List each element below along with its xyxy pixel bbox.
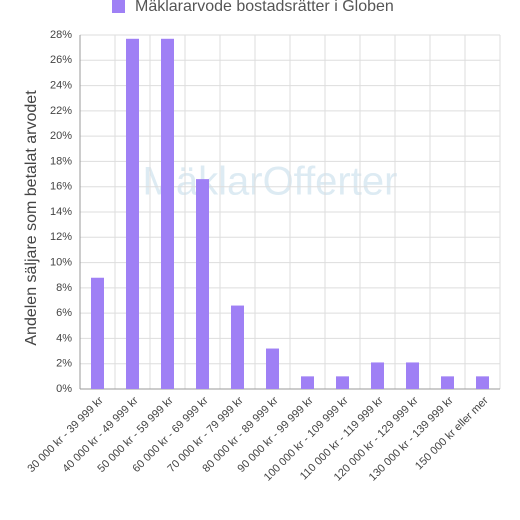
- y-axis-label: Andelen säljare som betalat arvodet: [23, 90, 40, 346]
- bar: [336, 376, 349, 389]
- bar: [231, 305, 244, 389]
- y-tick-label: 18%: [50, 155, 72, 167]
- y-tick-label: 28%: [50, 29, 72, 41]
- bar: [301, 376, 314, 389]
- y-tick-label: 8%: [56, 282, 72, 294]
- bar: [161, 38, 174, 390]
- bar: [91, 277, 104, 389]
- y-tick-label: 16%: [50, 181, 72, 193]
- y-tick-label: 20%: [50, 130, 72, 142]
- bar: [371, 362, 384, 389]
- y-tick-label: 0%: [56, 383, 72, 395]
- y-tick-label: 22%: [50, 105, 72, 117]
- bar: [406, 362, 419, 389]
- bar: [126, 38, 139, 390]
- bar: [441, 376, 454, 389]
- legend-label: Mäklararvode bostadsrätter i Globen: [135, 0, 394, 15]
- bar: [476, 376, 489, 389]
- legend-swatch: [112, 0, 125, 13]
- y-tick-label: 4%: [56, 332, 72, 344]
- bar: [266, 348, 279, 389]
- watermark: MäklarOfferter: [143, 160, 398, 204]
- y-tick-label: 12%: [50, 231, 72, 243]
- y-tick-label: 10%: [50, 256, 72, 268]
- y-tick-label: 24%: [50, 79, 72, 91]
- y-tick-label: 14%: [50, 206, 72, 218]
- bar: [196, 179, 209, 389]
- y-tick-label: 6%: [56, 307, 72, 319]
- y-tick-label: 2%: [56, 358, 72, 370]
- y-tick-label: 26%: [50, 54, 72, 66]
